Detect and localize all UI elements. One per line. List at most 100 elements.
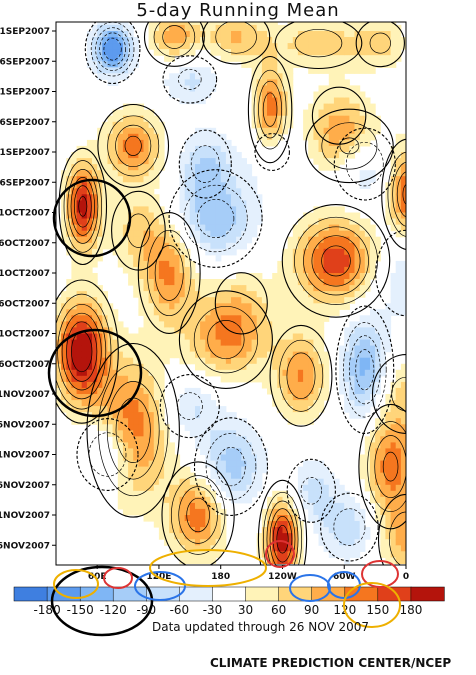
anomaly-cell: [61, 218, 67, 226]
highlight-circle: [52, 178, 132, 258]
anomaly-cell: [184, 484, 191, 492]
anomaly-cell: [153, 22, 160, 26]
anomaly-cell: [323, 49, 330, 56]
anomaly-cell: [200, 176, 206, 183]
anomaly-cell: [395, 533, 402, 540]
anomaly-cell: [195, 176, 201, 183]
anomaly-cell: [318, 145, 325, 153]
anomaly-cell: [128, 381, 134, 389]
anomaly-cell: [184, 472, 191, 480]
anomaly-cell: [158, 273, 165, 280]
anomaly-cell: [354, 527, 361, 534]
anomaly-cell: [277, 127, 283, 135]
anomaly-cell: [195, 37, 201, 44]
anomaly-cell: [92, 236, 98, 244]
anomaly-cell: [76, 285, 83, 292]
anomaly-cell: [364, 381, 371, 389]
anomaly-cell: [385, 478, 392, 486]
anomaly-cell: [133, 466, 139, 474]
anomaly-cell: [153, 400, 160, 407]
anomaly-cell: [225, 478, 232, 486]
anomaly-cell: [395, 212, 402, 220]
anomaly-cell: [261, 285, 268, 292]
anomaly-cell: [400, 515, 406, 522]
anomaly-cell: [380, 551, 386, 558]
anomaly-cell: [236, 170, 242, 177]
anomaly-cell: [128, 145, 134, 153]
anomaly-cell: [189, 297, 196, 304]
anomaly-cell: [277, 303, 283, 310]
anomaly-cell: [297, 478, 304, 486]
anomaly-cell: [359, 170, 366, 177]
anomaly-cell: [153, 490, 160, 498]
anomaly-cell: [133, 502, 139, 510]
anomaly-cell: [246, 43, 253, 50]
anomaly-cell: [179, 22, 186, 26]
anomaly-cell: [107, 363, 114, 371]
anomaly-cell: [297, 527, 304, 534]
anomaly-cell: [164, 279, 170, 286]
anomaly-cell: [375, 37, 381, 44]
anomaly-cell: [148, 24, 155, 32]
anomaly-cell: [323, 37, 330, 44]
contour-line: [355, 22, 405, 68]
anomaly-cell: [318, 363, 325, 371]
anomaly-cell: [225, 200, 232, 207]
anomaly-cell: [133, 212, 139, 220]
anomaly-cell: [395, 266, 402, 274]
anomaly-cell: [261, 31, 268, 38]
anomaly-cell: [164, 303, 170, 310]
anomaly-cell: [277, 85, 283, 92]
anomaly-cell: [112, 387, 119, 395]
anomaly-cell: [148, 412, 155, 419]
anomaly-cell: [153, 387, 160, 395]
anomaly-cell: [179, 339, 186, 347]
anomaly-cell: [303, 127, 309, 135]
anomaly-cell: [390, 424, 397, 431]
anomaly-cell: [328, 212, 335, 220]
anomaly-cell: [323, 375, 330, 383]
contour-line: [257, 479, 308, 565]
anomaly-cell: [297, 327, 304, 334]
anomaly-cell: [318, 387, 325, 395]
anomaly-cell: [380, 521, 386, 528]
anomaly-cell: [86, 242, 93, 250]
anomaly-cell: [282, 55, 289, 62]
anomaly-cell: [370, 327, 376, 334]
anomaly-cell: [282, 115, 289, 123]
contour-line: [374, 435, 406, 499]
anomaly-cell: [390, 31, 397, 38]
anomaly-cell: [375, 339, 381, 347]
anomaly-cell: [122, 394, 129, 401]
anomaly-cell: [303, 315, 309, 322]
anomaly-cell: [102, 230, 108, 238]
anomaly-cell: [61, 333, 67, 341]
anomaly-cell: [153, 176, 160, 183]
anomaly-cell: [236, 333, 242, 341]
anomaly-cell: [195, 236, 201, 244]
anomaly-cell: [323, 484, 330, 492]
anomaly-cell: [220, 200, 227, 207]
anomaly-cell: [364, 442, 371, 449]
anomaly-cell: [133, 418, 139, 425]
anomaly-cell: [200, 339, 206, 347]
anomaly-cell: [128, 248, 134, 256]
anomaly-cell: [375, 363, 381, 371]
anomaly-cell: [138, 400, 145, 407]
anomaly-cell: [241, 212, 247, 220]
anomaly-cell: [81, 145, 88, 153]
anomaly-cell: [179, 79, 186, 86]
anomaly-cell: [179, 333, 186, 341]
anomaly-cell: [231, 31, 237, 38]
anomaly-cell: [303, 345, 309, 353]
anomaly-cell: [205, 315, 211, 322]
anomaly-cell: [308, 460, 314, 468]
anomaly-cell: [148, 152, 155, 159]
anomaly-cell: [205, 31, 211, 38]
anomaly-cell: [339, 484, 345, 492]
anomaly-cell: [138, 152, 145, 159]
anomaly-cell: [400, 200, 406, 207]
anomaly-cell: [303, 333, 309, 341]
